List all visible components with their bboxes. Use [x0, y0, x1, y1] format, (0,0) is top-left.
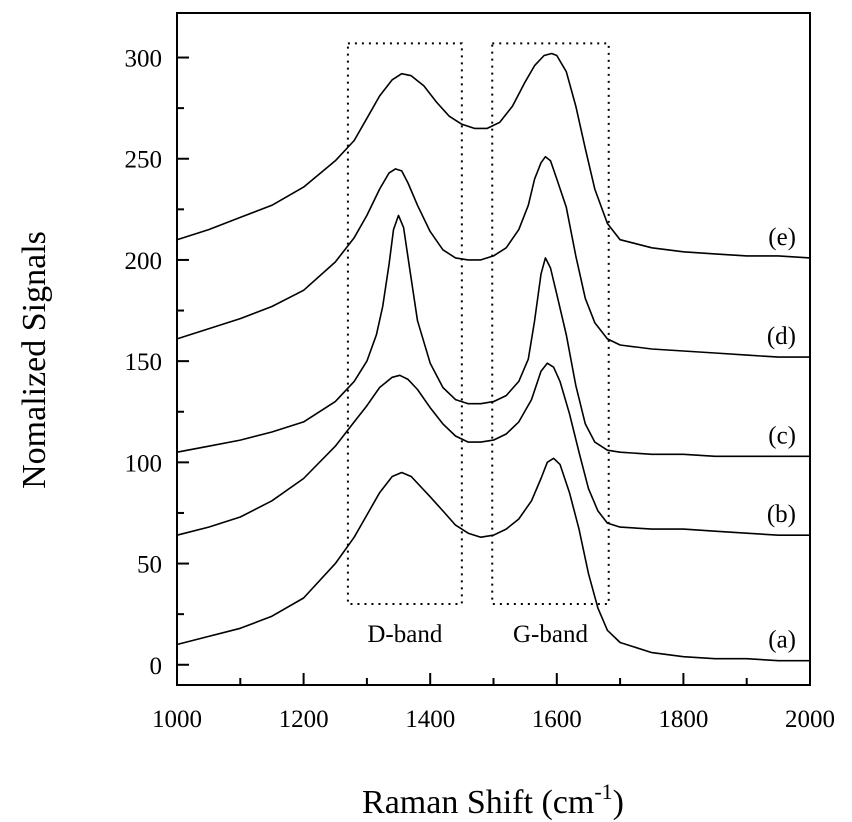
series-line-5	[176, 52, 811, 259]
band-labels: D-band G-band	[367, 621, 588, 648]
x-tick-label: 1200	[279, 706, 329, 733]
y-axis-title: Nomalized Signals	[16, 231, 53, 489]
curve-labels: (a) (b) (c) (d) (e)	[767, 224, 796, 654]
y-tick-label: 0	[150, 653, 163, 680]
x-axis-title: Raman Shift (cm-1)	[362, 779, 624, 821]
series-line-4	[176, 155, 810, 358]
series-line-1	[176, 457, 810, 662]
curve-label: (c)	[768, 422, 796, 449]
band-label: D-band	[367, 621, 442, 648]
curve-label: (b)	[767, 501, 796, 528]
band-box-1	[346, 42, 463, 606]
series-group	[176, 52, 811, 662]
y-tick-label: 150	[125, 349, 163, 376]
curve-label: (a)	[768, 627, 796, 654]
x-tick-label: 1600	[532, 706, 582, 733]
band-box-2	[491, 42, 610, 606]
x-tick-label: 1000	[152, 706, 202, 733]
series-line-2	[176, 362, 810, 536]
band-label: G-band	[513, 621, 588, 648]
x-tick-label: 1800	[658, 706, 708, 733]
y-tick-label: 250	[125, 147, 163, 174]
y-tick-label: 300	[125, 46, 163, 73]
x-tick-label: 2000	[785, 706, 835, 733]
y-tick-label: 50	[137, 552, 162, 579]
band-boxes	[346, 42, 610, 606]
series-line-3	[176, 214, 810, 458]
y-tick-label: 100	[125, 450, 163, 477]
curve-label: (e)	[768, 224, 796, 251]
y-axis-ticks: 0 50 100 150 200 250 300	[125, 46, 189, 680]
y-tick-label: 200	[125, 248, 163, 275]
x-axis-ticks: 1000 1200 1400 1600 1800 2000	[152, 673, 835, 733]
plot-frame	[176, 12, 811, 686]
curve-label: (d)	[767, 323, 796, 350]
x-tick-label: 1400	[405, 706, 455, 733]
